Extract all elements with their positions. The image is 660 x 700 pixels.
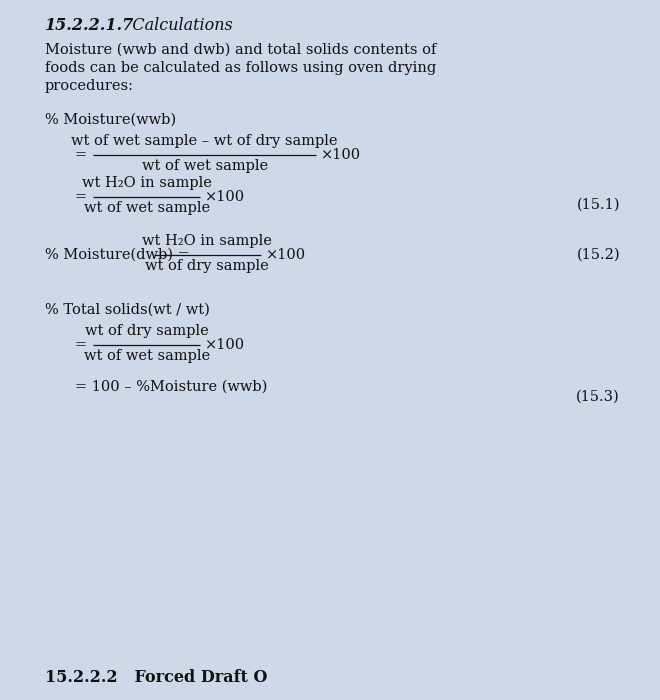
Text: Moisture (wwb and dwb) and total solids contents of: Moisture (wwb and dwb) and total solids … (45, 43, 436, 57)
Text: % Moisture(wwb): % Moisture(wwb) (45, 113, 176, 127)
Text: =: = (75, 338, 87, 352)
Text: wt of wet sample: wt of wet sample (84, 349, 210, 363)
Text: wt of dry sample: wt of dry sample (145, 259, 269, 273)
Text: =: = (75, 148, 87, 162)
Text: =: = (75, 190, 87, 204)
Text: 15.2.2.1.7: 15.2.2.1.7 (45, 18, 134, 34)
Text: wt H₂O in sample: wt H₂O in sample (82, 176, 212, 190)
Text: procedures:: procedures: (45, 79, 134, 93)
Text: ×100: ×100 (205, 338, 246, 352)
Text: 15.2.2.2   Forced Draft O: 15.2.2.2 Forced Draft O (45, 669, 267, 687)
Text: ×100: ×100 (266, 248, 306, 262)
Text: wt H₂O in sample: wt H₂O in sample (143, 234, 272, 248)
Text: (15.2): (15.2) (576, 248, 620, 262)
Text: % Total solids(wt / wt): % Total solids(wt / wt) (45, 303, 210, 317)
Text: wt of wet sample: wt of wet sample (84, 201, 210, 215)
Text: (15.1): (15.1) (576, 198, 620, 212)
Text: = 100 – %Moisture (wwb): = 100 – %Moisture (wwb) (75, 380, 267, 394)
Text: (15.3): (15.3) (576, 390, 620, 404)
Text: wt of dry sample: wt of dry sample (85, 324, 209, 338)
Text: Calculations: Calculations (117, 18, 233, 34)
Text: ×100: ×100 (205, 190, 246, 204)
Text: % Moisture(dwb) =: % Moisture(dwb) = (45, 248, 190, 262)
Text: foods can be calculated as follows using oven drying: foods can be calculated as follows using… (45, 61, 436, 75)
Text: wt of wet sample: wt of wet sample (141, 159, 268, 173)
Text: ×100: ×100 (321, 148, 361, 162)
Text: wt of wet sample – wt of dry sample: wt of wet sample – wt of dry sample (71, 134, 338, 148)
